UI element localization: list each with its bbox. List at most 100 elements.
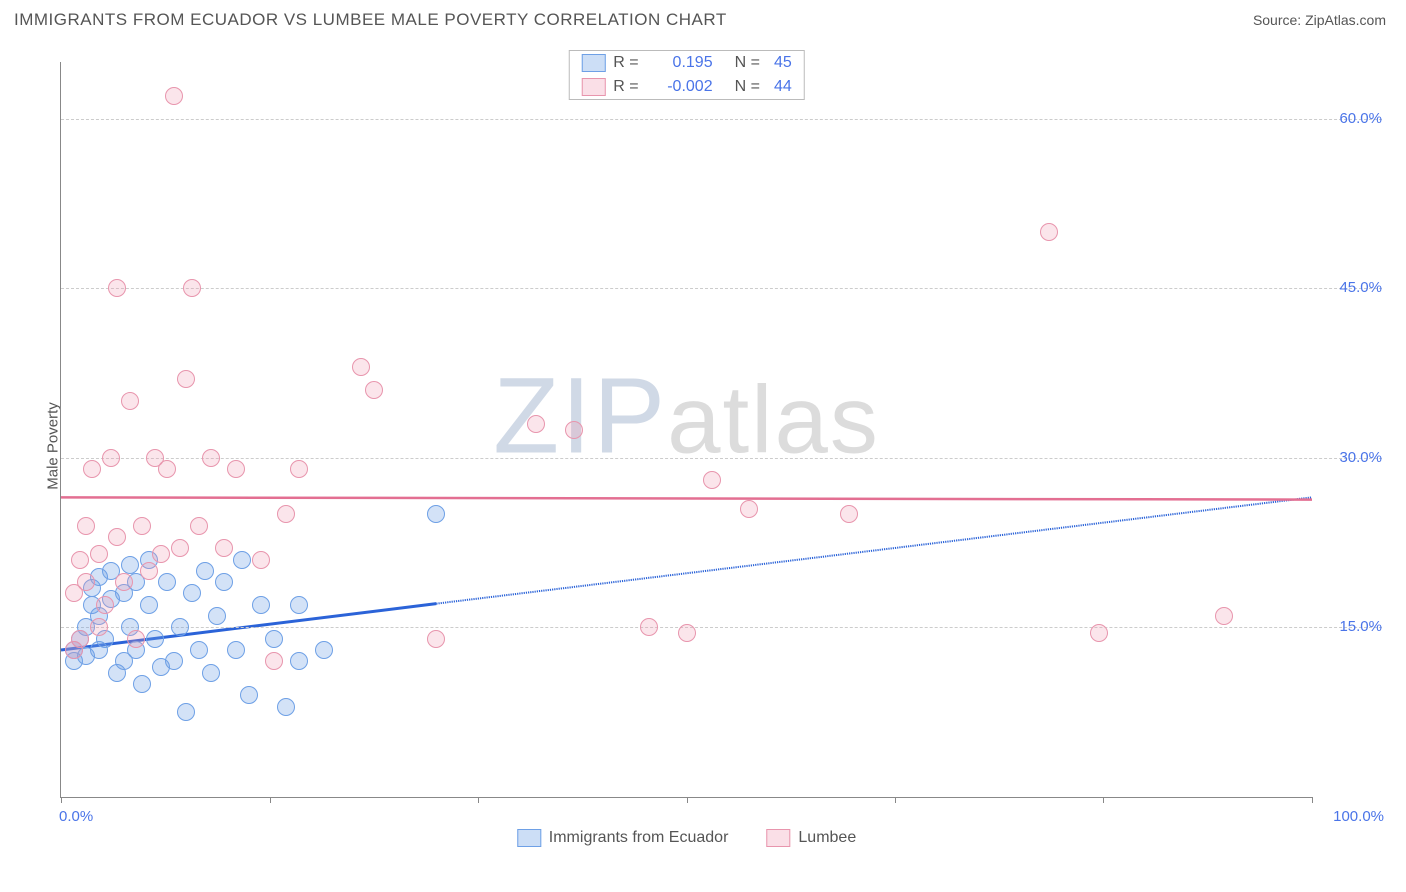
- data-point-lumbee: [158, 460, 176, 478]
- x-tick: [270, 797, 271, 803]
- data-point-lumbee: [133, 517, 151, 535]
- data-point-lumbee: [352, 358, 370, 376]
- data-point-lumbee: [71, 630, 89, 648]
- data-point-lumbee: [83, 460, 101, 478]
- legend-row-lumbee: R = -0.002 N = 44: [569, 75, 803, 99]
- y-tick-label: 45.0%: [1339, 279, 1382, 296]
- data-point-ecuador: [183, 584, 201, 602]
- data-point-ecuador: [190, 641, 208, 659]
- data-point-ecuador: [121, 556, 139, 574]
- data-point-ecuador: [427, 505, 445, 523]
- x-tick: [1312, 797, 1313, 803]
- chart-title: IMMIGRANTS FROM ECUADOR VS LUMBEE MALE P…: [14, 10, 727, 30]
- x-tick: [61, 797, 62, 803]
- data-point-lumbee: [227, 460, 245, 478]
- data-point-ecuador: [146, 630, 164, 648]
- x-tick: [1103, 797, 1104, 803]
- data-point-ecuador: [227, 641, 245, 659]
- gridline: 15.0%: [61, 627, 1382, 628]
- data-point-lumbee: [127, 630, 145, 648]
- data-point-lumbee: [1090, 624, 1108, 642]
- swatch-blue-icon: [517, 829, 541, 847]
- data-point-lumbee: [140, 562, 158, 580]
- data-point-lumbee: [703, 471, 721, 489]
- data-point-lumbee: [1040, 223, 1058, 241]
- data-point-ecuador: [215, 573, 233, 591]
- data-point-lumbee: [565, 421, 583, 439]
- data-point-lumbee: [640, 618, 658, 636]
- data-point-ecuador: [290, 596, 308, 614]
- data-point-lumbee: [252, 551, 270, 569]
- data-point-ecuador: [177, 703, 195, 721]
- data-point-lumbee: [96, 596, 114, 614]
- correlation-legend: R = 0.195 N = 45 R = -0.002 N = 44: [568, 50, 804, 100]
- data-point-ecuador: [202, 664, 220, 682]
- x-tick: [687, 797, 688, 803]
- legend-item-lumbee: Lumbee: [766, 829, 856, 847]
- data-point-lumbee: [108, 279, 126, 297]
- data-point-lumbee: [177, 370, 195, 388]
- source-attribution: Source: ZipAtlas.com: [1253, 12, 1386, 28]
- chart-container: Male Poverty ZIPatlas R = 0.195 N = 45 R…: [14, 40, 1392, 852]
- data-point-ecuador: [165, 652, 183, 670]
- y-tick-label: 30.0%: [1339, 449, 1382, 466]
- data-point-ecuador: [252, 596, 270, 614]
- r-value-lumbee: -0.002: [653, 78, 713, 96]
- data-point-ecuador: [233, 551, 251, 569]
- data-point-lumbee: [365, 381, 383, 399]
- data-point-ecuador: [140, 596, 158, 614]
- n-value-ecuador: 45: [774, 54, 792, 72]
- data-point-lumbee: [115, 573, 133, 591]
- data-point-ecuador: [240, 686, 258, 704]
- series-legend: Immigrants from Ecuador Lumbee: [517, 829, 856, 847]
- legend-row-ecuador: R = 0.195 N = 45: [569, 51, 803, 75]
- plot-area: ZIPatlas R = 0.195 N = 45 R = -0.002 N =…: [60, 62, 1312, 798]
- swatch-pink: [581, 78, 605, 96]
- gridline: 30.0%: [61, 458, 1382, 459]
- x-tick: [895, 797, 896, 803]
- gridline: 60.0%: [61, 119, 1382, 120]
- data-point-lumbee: [265, 652, 283, 670]
- data-point-lumbee: [427, 630, 445, 648]
- data-point-ecuador: [208, 607, 226, 625]
- legend-item-ecuador: Immigrants from Ecuador: [517, 829, 729, 847]
- data-point-ecuador: [133, 675, 151, 693]
- data-point-lumbee: [527, 415, 545, 433]
- y-tick-label: 15.0%: [1339, 618, 1382, 635]
- data-point-lumbee: [1215, 607, 1233, 625]
- data-point-lumbee: [90, 545, 108, 563]
- x-tick: [478, 797, 479, 803]
- y-tick-label: 60.0%: [1339, 110, 1382, 127]
- r-value-ecuador: 0.195: [653, 54, 713, 72]
- data-point-lumbee: [678, 624, 696, 642]
- data-point-lumbee: [102, 449, 120, 467]
- y-axis-label: Male Poverty: [44, 402, 61, 490]
- gridline: 45.0%: [61, 288, 1382, 289]
- data-point-lumbee: [290, 460, 308, 478]
- data-point-ecuador: [158, 573, 176, 591]
- data-point-lumbee: [171, 539, 189, 557]
- data-point-ecuador: [265, 630, 283, 648]
- data-point-ecuador: [171, 618, 189, 636]
- data-point-lumbee: [740, 500, 758, 518]
- data-point-lumbee: [183, 279, 201, 297]
- data-point-lumbee: [202, 449, 220, 467]
- data-point-ecuador: [196, 562, 214, 580]
- data-point-ecuador: [315, 641, 333, 659]
- x-axis-min: 0.0%: [59, 808, 93, 825]
- data-point-lumbee: [121, 392, 139, 410]
- x-axis-max: 100.0%: [1333, 808, 1384, 825]
- data-point-lumbee: [71, 551, 89, 569]
- data-point-lumbee: [215, 539, 233, 557]
- data-point-lumbee: [152, 545, 170, 563]
- data-point-lumbee: [190, 517, 208, 535]
- n-value-lumbee: 44: [774, 78, 792, 96]
- data-point-ecuador: [277, 698, 295, 716]
- data-point-lumbee: [165, 87, 183, 105]
- data-point-lumbee: [840, 505, 858, 523]
- data-point-lumbee: [277, 505, 295, 523]
- data-point-lumbee: [90, 618, 108, 636]
- data-point-ecuador: [290, 652, 308, 670]
- data-point-lumbee: [77, 517, 95, 535]
- swatch-pink-icon: [766, 829, 790, 847]
